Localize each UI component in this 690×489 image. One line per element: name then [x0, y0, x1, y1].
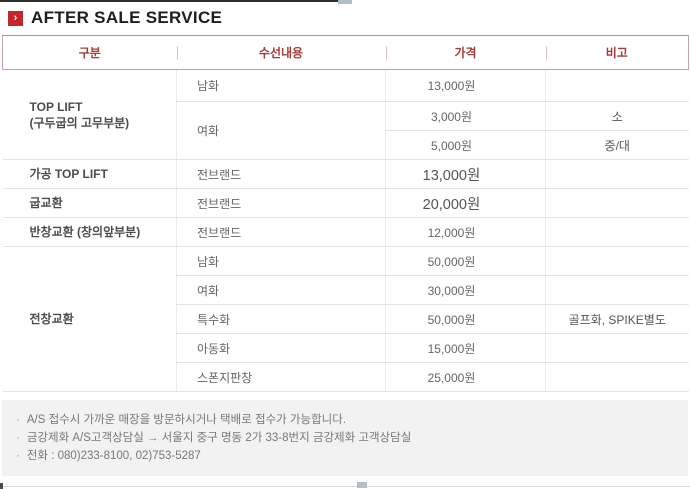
repair-cell: 여화: [176, 101, 386, 160]
table-row: 특수화 50,000원 골프화, SPIKE별도: [3, 304, 689, 334]
note-cell: [545, 217, 689, 247]
note-cell: [545, 333, 689, 363]
page-header: › AFTER SALE SERVICE: [0, 0, 690, 33]
price-cell: 50,000원: [385, 304, 546, 334]
note-text: A/S 접수시 가까운 매장을 방문하시거나 택배로 접수가 가능합니다.: [26, 414, 347, 426]
repair-cell: 전브랜드: [176, 159, 386, 189]
note-line: · 전화 : 080)233-8100, 02)753-5287: [16, 447, 674, 465]
note-cell: [545, 246, 689, 276]
bullet-icon: ·: [16, 414, 20, 426]
category-cell-processed-top-lift: 가공 TOP LIFT: [2, 159, 177, 189]
note-text: 금강제화 A/S고객상담실 → 서울지 중구 명동 2가 33-8번지 금강제화…: [26, 432, 412, 444]
repair-cell: 여화: [176, 275, 386, 305]
price-cell: 15,000원: [385, 333, 546, 363]
price-cell: 25,000원: [385, 362, 546, 392]
bullet-icon: ·: [16, 432, 20, 444]
table-row: 굽교환 전브랜드 20,000원: [2, 188, 689, 218]
table-row: 가공 TOP LIFT 전브랜드 13,000원: [2, 159, 689, 189]
note-line: · A/S 접수시 가까운 매장을 방문하시거나 택배로 접수가 가능합니다.: [16, 411, 674, 429]
screen-edge-artifact-top: [0, 0, 347, 2]
price-cell: 13,000원: [385, 159, 546, 189]
table-row: 여화 30,000원: [3, 275, 689, 305]
note-cell: 골프화, SPIKE별도: [545, 304, 689, 334]
screen-edge-artifact-corner: [0, 483, 3, 489]
repair-cell: 아동화: [176, 333, 386, 363]
page-title: AFTER SALE SERVICE: [31, 8, 223, 27]
repair-cell: 전브랜드: [176, 188, 386, 218]
screen-edge-artifact-tab: [338, 0, 352, 4]
screen-edge-artifact-bottom: [0, 486, 690, 487]
note-cell: [545, 188, 689, 218]
repair-cell: 전브랜드: [176, 217, 386, 247]
table-row: 전창교환 남화 50,000원: [2, 246, 689, 392]
category-cell-top-lift: TOP LIFT (구두굽의 고무부분): [2, 69, 177, 160]
table-row: 여화 3,000원 소: [3, 101, 689, 160]
note-cell: 중/대: [545, 130, 689, 160]
price-cell: 20,000원: [385, 188, 546, 218]
note-line: · 금강제화 A/S고객상담실 → 서울지 중구 명동 2가 33-8번지 금강…: [16, 429, 674, 447]
column-header-price: 가격: [385, 35, 546, 70]
header-separator: [545, 46, 547, 59]
note-cell: [545, 362, 689, 392]
column-header-note: 비고: [545, 35, 689, 70]
category-cell-heel-exchange: 굽교환: [2, 188, 177, 218]
category-cell-half-sole: 반창교환 (창의앞부분): [2, 217, 177, 247]
header-separator: [385, 46, 387, 59]
repair-cell: 스폰지판창: [176, 362, 386, 392]
price-cell: 3,000원: [385, 101, 546, 131]
bullet-icon: ·: [16, 450, 20, 462]
service-notes-box: · A/S 접수시 가까운 매장을 방문하시거나 택배로 접수가 가능합니다. …: [2, 400, 688, 476]
repair-cell: 특수화: [176, 304, 386, 334]
chevron-right-icon: ›: [8, 10, 23, 26]
price-cell: 30,000원: [385, 275, 546, 305]
repair-cell: 남화: [176, 69, 386, 102]
header-separator: [176, 46, 178, 59]
note-cell: [545, 69, 689, 102]
table-row: TOP LIFT (구두굽의 고무부분) 남화 13,000원: [2, 69, 689, 160]
table-row: 아동화 15,000원: [3, 333, 689, 363]
category-cell-full-sole: 전창교환: [2, 246, 177, 392]
column-header-repair: 수선내용: [176, 35, 386, 70]
price-cell: 50,000원: [385, 246, 546, 276]
note-cell: 소: [545, 101, 689, 131]
table-row: 스폰지판창 25,000원: [3, 362, 689, 392]
service-price-table: 구분 수선내용 가격 비고 TOP LIFT (구두굽의 고무부분) 남화 13…: [2, 35, 689, 392]
note-cell: [545, 275, 689, 305]
price-cell: 5,000원: [385, 130, 546, 160]
screen-edge-artifact-tab-bottom: [357, 482, 367, 488]
table-row: 5,000원 중/대: [3, 130, 689, 160]
repair-cell: 남화: [176, 246, 386, 276]
table-header-row: 구분 수선내용 가격 비고: [2, 35, 689, 70]
table-row: 반창교환 (창의앞부분) 전브랜드 12,000원: [2, 217, 689, 247]
column-header-category: 구분: [2, 35, 177, 70]
price-cell: 12,000원: [385, 217, 546, 247]
price-cell: 13,000원: [385, 69, 546, 102]
note-text: 전화 : 080)233-8100, 02)753-5287: [26, 450, 201, 462]
note-cell: [545, 159, 689, 189]
